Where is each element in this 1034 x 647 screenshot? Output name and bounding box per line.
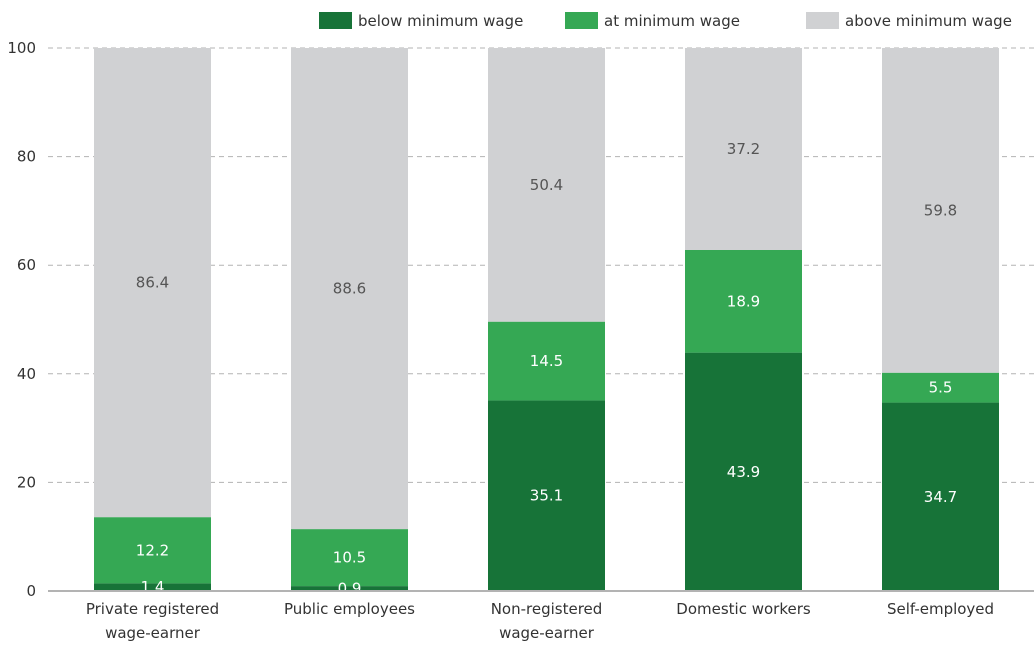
data-label: 18.9 (727, 292, 760, 310)
bar-segment (488, 321, 605, 401)
legend-swatch (319, 12, 352, 29)
data-label: 88.6 (333, 280, 366, 298)
bar-segment (882, 372, 999, 403)
gridlines (48, 47, 1034, 483)
bar-segment (685, 249, 802, 353)
y-tick-label: 0 (26, 582, 36, 600)
category-label: Self-employed (887, 600, 994, 618)
bar-segment (685, 48, 802, 250)
legend-swatch (806, 12, 839, 29)
legend-swatch (565, 12, 598, 29)
legend-label: at minimum wage (604, 12, 740, 30)
bar-segment (94, 517, 211, 584)
data-label: 0.9 (338, 580, 362, 598)
legend-item: above minimum wage (806, 12, 1012, 30)
bars (94, 48, 999, 591)
data-label: 14.5 (530, 352, 563, 370)
data-label: 12.2 (136, 541, 169, 559)
y-axis-tick-labels: 0 20 40 60 80 100 (7, 39, 36, 600)
data-label: 5.5 (929, 379, 953, 397)
legend: below minimum wage at minimum wage above m… (319, 12, 1012, 30)
y-tick-label: 80 (17, 148, 36, 166)
bar-segment (882, 402, 999, 591)
category-label: Public employees (284, 600, 415, 618)
bar-segment (94, 583, 211, 591)
bar-segment (488, 48, 605, 322)
data-label: 34.7 (924, 488, 957, 506)
category-label: Private registered (86, 600, 219, 618)
category-label: wage-earner (105, 624, 201, 642)
category-label: wage-earner (499, 624, 595, 642)
x-axis-category-labels: Private registered wage-earner Public empl… (86, 600, 994, 642)
bar-segment (94, 48, 211, 518)
legend-item: at minimum wage (565, 12, 740, 30)
data-label: 59.8 (924, 201, 957, 219)
bar-segment (488, 400, 605, 591)
category-label: Non-registered (491, 600, 603, 618)
y-tick-label: 20 (17, 473, 36, 491)
legend-label: below minimum wage (358, 12, 523, 30)
data-label: 43.9 (727, 463, 760, 481)
y-tick-label: 60 (17, 256, 36, 274)
data-labels: 1.4 12.2 86.4 0.9 10.5 88.6 35.1 14.5 50.4 43.9 18… (136, 140, 957, 598)
bar-segment (882, 48, 999, 373)
bar-segment (685, 352, 802, 591)
data-label: 50.4 (530, 176, 563, 194)
legend-label: above minimum wage (845, 12, 1012, 30)
data-label: 10.5 (333, 549, 366, 567)
data-label: 35.1 (530, 487, 563, 505)
y-tick-label: 40 (17, 365, 36, 383)
legend-item: below minimum wage (319, 12, 523, 30)
bar-segment (291, 586, 408, 591)
y-tick-label: 100 (7, 39, 36, 57)
bar-segment (291, 48, 408, 530)
category-label: Domestic workers (676, 600, 811, 618)
data-label: 1.4 (141, 578, 165, 596)
data-label: 86.4 (136, 274, 169, 292)
bar-segment (291, 529, 408, 587)
data-label: 37.2 (727, 140, 760, 158)
